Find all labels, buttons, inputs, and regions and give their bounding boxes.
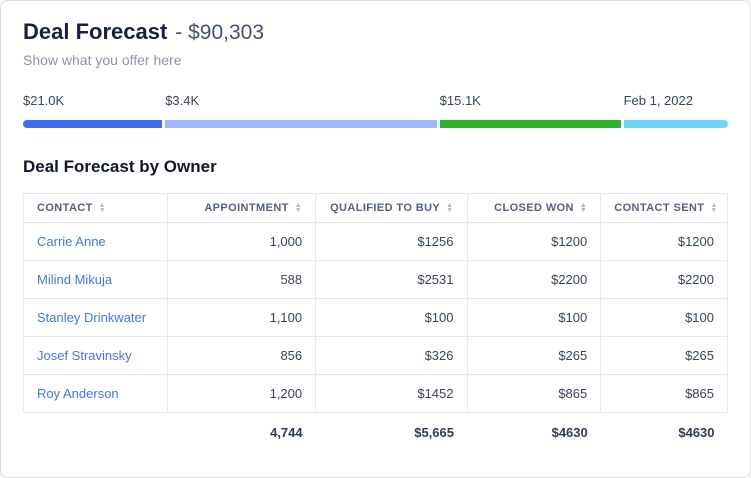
- totals-closed-won: $4630: [551, 425, 588, 440]
- table-row: Roy Anderson 1,200 $1452 $865 $865: [22, 374, 728, 413]
- totals-empty-cell: [24, 413, 168, 452]
- totals-row: 4,744 $5,665 $4630 $4630: [24, 413, 728, 452]
- appointment-cell: 1,200: [167, 374, 317, 413]
- appointment-cell: 1,000: [167, 222, 317, 261]
- column-header-label: CLOSED WON: [494, 202, 574, 214]
- progress-segment-label: $15.1K: [439, 93, 481, 108]
- column-header-label: QUALIFIED TO BUY: [330, 202, 441, 214]
- sort-icon[interactable]: ▲ ▼: [579, 202, 588, 215]
- table-row: Stanley Drinkwater 1,100 $100 $100 $100: [22, 298, 728, 337]
- deal-forecast-table: CONTACT ▲ ▼ APPOINTMENT ▲ ▼ QUALIFIED TO BUY…: [22, 193, 728, 452]
- contact-link[interactable]: Carrie Anne: [22, 222, 169, 261]
- qualified-cell: $1452: [315, 374, 468, 413]
- totals-contact-sent: $4630: [678, 425, 715, 440]
- column-header-label: APPOINTMENT: [204, 202, 289, 214]
- totals-appointment: 4,744: [270, 425, 303, 440]
- page-header: Deal Forecast - $90,303: [23, 19, 728, 46]
- column-header-label: CONTACT: [37, 202, 93, 214]
- closed-won-cell: $2200: [466, 260, 602, 299]
- table-header-row: CONTACT ▲ ▼ APPOINTMENT ▲ ▼ QUALIFIED TO BUY…: [22, 193, 728, 223]
- contact-link[interactable]: Milind Mikuja: [22, 260, 169, 299]
- qualified-cell: $100: [315, 298, 468, 337]
- closed-won-cell: $865: [466, 374, 602, 413]
- contact-link[interactable]: Stanley Drinkwater: [22, 298, 169, 337]
- totals-qualified: $5,665: [414, 425, 454, 440]
- progress-segment-0: $21.0K: [23, 93, 163, 128]
- column-header-contact-sent[interactable]: CONTACT SENT ▲ ▼: [600, 193, 728, 223]
- appointment-cell: 856: [167, 336, 317, 375]
- progress-segment-label: $3.4K: [165, 93, 200, 108]
- qualified-cell: $326: [315, 336, 468, 375]
- column-header-label: CONTACT SENT: [614, 202, 705, 214]
- sort-icon[interactable]: ▲ ▼: [446, 202, 454, 215]
- progress-segment-fill: [165, 120, 437, 128]
- column-header-closed-won[interactable]: CLOSED WON ▲ ▼: [466, 193, 602, 223]
- contact-link[interactable]: Roy Anderson: [22, 374, 169, 413]
- closed-won-cell: $100: [466, 298, 602, 337]
- closed-won-cell: $1200: [466, 222, 602, 261]
- contact-sent-cell: $2200: [600, 260, 728, 299]
- appointment-cell: 1,100: [167, 298, 317, 337]
- progress-segment-fill: [623, 120, 728, 128]
- progress-segment-label: $21.0K: [23, 93, 65, 108]
- progress-segment-1: $3.4K: [165, 93, 437, 128]
- contact-link[interactable]: Josef Stravinsky: [22, 336, 169, 375]
- progress-segment-fill: [439, 120, 621, 128]
- contact-sent-cell: $865: [600, 374, 728, 413]
- contact-sent-cell: $100: [600, 298, 728, 337]
- progress-segment-2: $15.1K: [439, 93, 621, 128]
- progress-segment-fill: [23, 120, 163, 128]
- appointment-cell: 588: [167, 260, 317, 299]
- table-title: Deal Forecast by Owner: [23, 157, 217, 176]
- column-header-appointment[interactable]: APPOINTMENT ▲ ▼: [167, 193, 317, 223]
- qualified-cell: $1256: [315, 222, 468, 261]
- table-row: Milind Mikuja 588 $2531 $2200 $2200: [22, 260, 728, 299]
- sort-icon[interactable]: ▲ ▼: [710, 202, 718, 215]
- column-header-contact[interactable]: CONTACT ▲ ▼: [22, 193, 169, 223]
- sort-icon[interactable]: ▲ ▼: [98, 202, 107, 215]
- progress-segment-label: Feb 1, 2022: [623, 93, 693, 108]
- page-title: Deal Forecast: [23, 19, 168, 44]
- progress-segment-3: Feb 1, 2022: [623, 93, 728, 128]
- forecast-progress-bar: $21.0K $3.4K $15.1K Feb 1, 2022: [23, 93, 728, 128]
- sort-icon[interactable]: ▲ ▼: [294, 202, 303, 215]
- closed-won-cell: $265: [466, 336, 602, 375]
- total-amount: - $90,303: [175, 21, 265, 44]
- table-row: Carrie Anne 1,000 $1256 $1200 $1200: [22, 222, 728, 261]
- table-row: Josef Stravinsky 856 $326 $265 $265: [22, 336, 728, 375]
- qualified-cell: $2531: [315, 260, 468, 299]
- page-subtitle: Show what you offer here: [23, 52, 182, 68]
- column-header-qualified-to-buy[interactable]: QUALIFIED TO BUY ▲ ▼: [315, 193, 468, 223]
- contact-sent-cell: $1200: [600, 222, 728, 261]
- contact-sent-cell: $265: [600, 336, 728, 375]
